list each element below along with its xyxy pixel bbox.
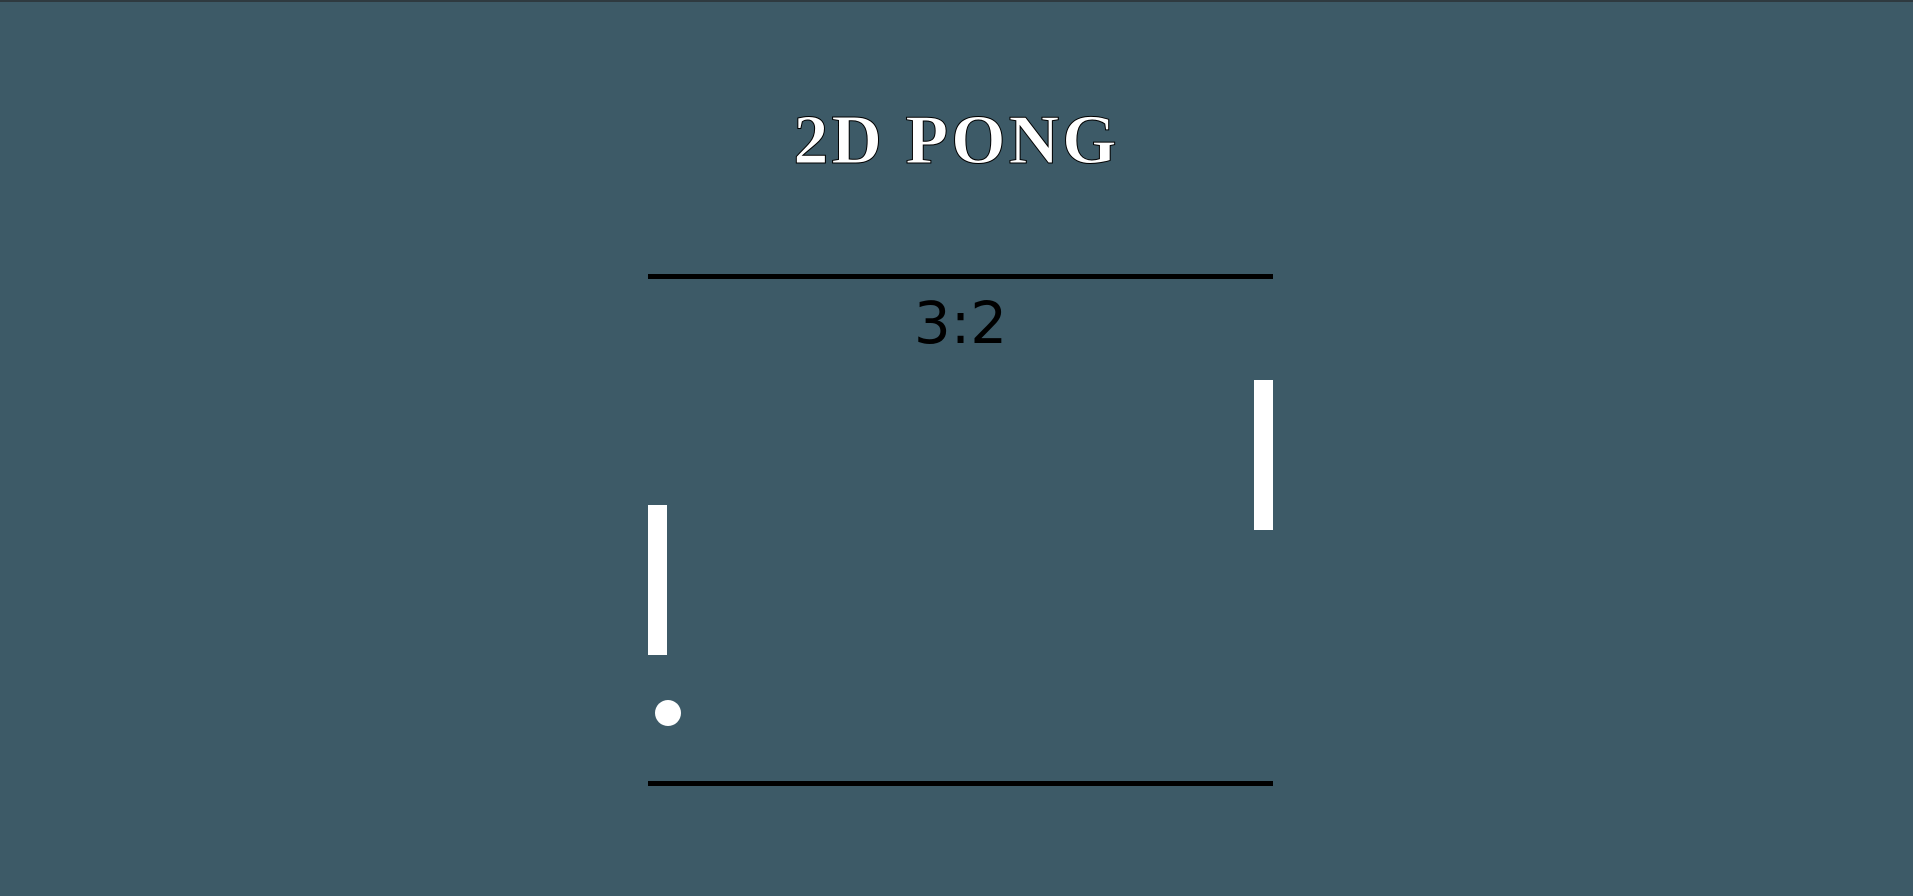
left-paddle xyxy=(648,505,667,655)
window-top-border xyxy=(0,0,1913,2)
score-display: 3:2 xyxy=(913,289,1008,357)
game-court: 3:2 xyxy=(648,274,1273,788)
ball xyxy=(655,700,681,726)
right-paddle xyxy=(1254,380,1273,530)
top-wall xyxy=(648,274,1273,279)
bottom-wall xyxy=(648,781,1273,786)
page-title: 2D PONG xyxy=(793,102,1120,180)
